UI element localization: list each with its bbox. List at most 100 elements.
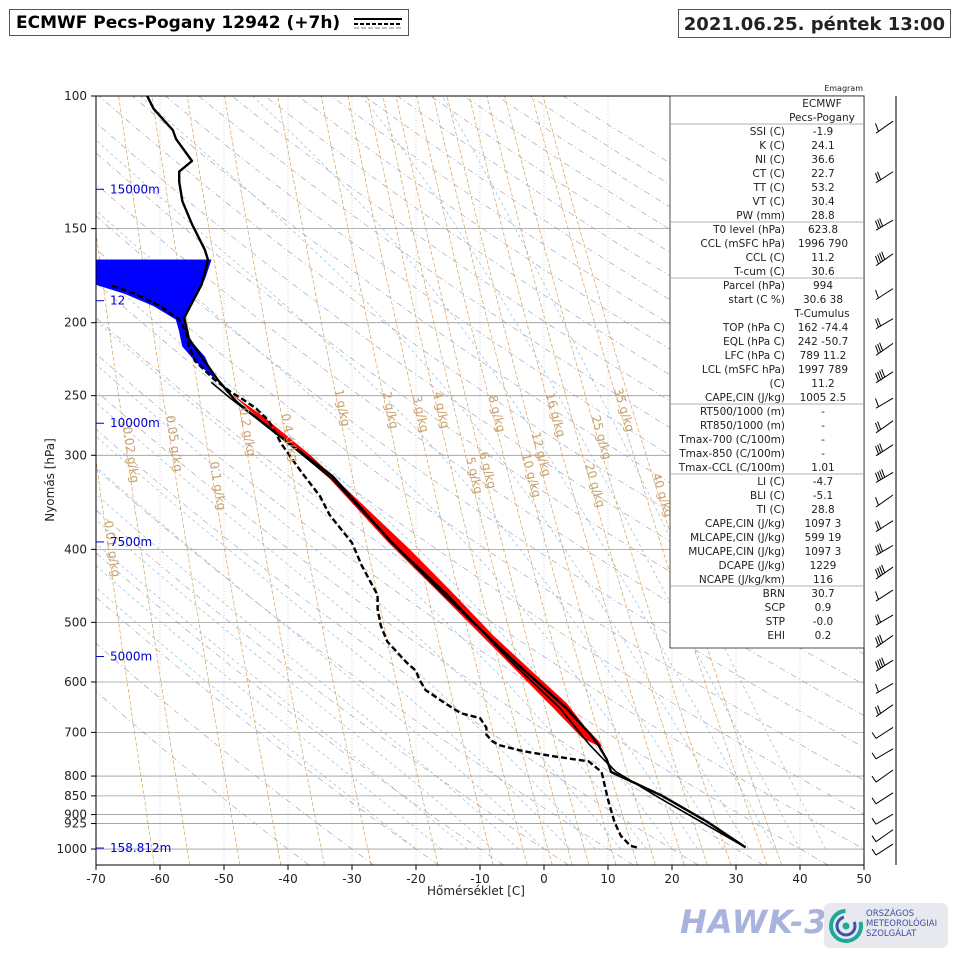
indices-table-label: T-cum (C) <box>733 266 785 278</box>
indices-table-label: TI (C) <box>756 504 785 516</box>
indices-table-value: 789 11.2 <box>800 350 847 362</box>
x-tick-label: 20 <box>664 872 679 886</box>
indices-table-label: TT (C) <box>752 182 785 194</box>
indices-table-label: SSI (C) <box>750 126 785 138</box>
mixing-ratio-line <box>320 96 494 865</box>
indices-table-label: BLI (C) <box>750 490 785 502</box>
mixing-ratio-label: 25 g/kg <box>589 414 615 461</box>
mixing-ratio-label: 0.02 g/kg <box>120 426 142 484</box>
indices-table-value: 22.7 <box>811 168 834 180</box>
x-tick-label: -60 <box>150 872 170 886</box>
indices-table-label: VT (C) <box>753 196 785 208</box>
wind-barb-icon <box>875 589 894 602</box>
mixing-ratio-line <box>395 96 590 865</box>
wind-barb-icon <box>875 682 894 694</box>
chart-title: ECMWF Pecs-Pogany 12942 (+7h) <box>16 13 341 33</box>
y-tick-label: 500 <box>64 615 87 629</box>
dry-adiabat-line <box>96 183 864 716</box>
indices-table-label: K (C) <box>759 140 785 152</box>
moist-adiabat-line <box>96 586 417 850</box>
indices-table-label: LI (C) <box>757 476 785 488</box>
moist-adiabat-line <box>96 269 673 850</box>
moist-adiabat-line <box>96 139 724 850</box>
y-tick-label: 300 <box>64 448 87 462</box>
wind-barb-icon <box>875 288 894 301</box>
wind-barb-icon <box>875 218 894 231</box>
indices-table-value: 1.01 <box>811 462 834 474</box>
chart-type-label: Emagram <box>824 84 863 93</box>
height-label: 10000m <box>110 416 160 430</box>
wind-barb-icon <box>871 813 894 825</box>
x-tick-label: 50 <box>856 872 871 886</box>
mixing-ratio-line <box>531 96 768 865</box>
omsz-line-3: SZOLGÁLAT <box>866 929 917 939</box>
indices-table-label: LFC (hPa C) <box>725 350 785 362</box>
indices-table-value: 116 <box>813 574 833 586</box>
indices-table-label: MUCAPE,CIN (J/kg) <box>688 546 785 558</box>
indices-table-label: Tmax-CCL (C/100m) <box>678 462 785 474</box>
omsz-logo: ORSZÁGOS METEOROLÓGIAI SZOLGÁLAT <box>824 903 948 948</box>
x-tick-label: -70 <box>86 872 106 886</box>
mixing-ratio-line <box>151 96 282 865</box>
indices-table-value: 1996 790 <box>798 238 848 250</box>
wind-barb-icon <box>875 543 894 556</box>
wind-barb-icon <box>871 769 894 783</box>
indices-table-label: NI (C) <box>755 154 785 166</box>
indices-table-value: - <box>821 406 825 418</box>
height-label: 12 <box>110 294 125 308</box>
indices-table-label: SCP <box>765 602 785 614</box>
indices-table-value: 24.1 <box>811 140 834 152</box>
wind-barb-icon <box>875 420 894 434</box>
indices-table-value: -4.7 <box>813 476 834 488</box>
hawk3-logo: HAWK-3 <box>680 903 828 941</box>
x-tick-label: 30 <box>728 872 743 886</box>
indices-table-label: RT500/1000 (m) <box>700 406 785 418</box>
wind-barb-icon <box>875 251 894 267</box>
temperature-profile-line <box>146 96 747 849</box>
dry-adiabat-line <box>96 642 374 865</box>
dry-adiabat-line <box>96 282 864 815</box>
wind-barb-icon <box>875 469 894 483</box>
indices-table-label: LCL (mSFC hPa) <box>702 364 785 376</box>
y-tick-label: 150 <box>64 222 87 236</box>
x-tick-label: 40 <box>792 872 807 886</box>
indices-table-label: CCL (mSFC hPa) <box>700 238 785 250</box>
indices-table-value: 1097 3 <box>805 546 842 558</box>
mixing-ratio-label: 2 g/kg <box>380 390 402 430</box>
mixing-ratio-label: 35 g/kg <box>611 386 637 433</box>
y-tick-label: 700 <box>64 725 87 739</box>
indices-table-label: TOP (hPa C) <box>722 322 785 334</box>
indices-table-label: RT850/1000 (m) <box>700 420 785 432</box>
moist-adiabat-line <box>96 402 596 850</box>
mixing-ratio-line <box>446 96 656 865</box>
indices-table-label: Tmax-850 (C/100m) <box>678 448 785 460</box>
indices-table-value: 30.7 <box>811 588 834 600</box>
wind-barb-icon <box>875 520 894 533</box>
y-tick-label: 925 <box>64 817 87 831</box>
indices-table-value: 30.6 38 <box>803 294 843 306</box>
indices-table-value: - <box>821 434 825 446</box>
dry-adiabat-line <box>96 215 864 748</box>
indices-table-label: start (C %) <box>728 294 785 306</box>
indices-table-value: 0.2 <box>815 630 832 642</box>
mixing-ratio-label: 0.1 g/kg <box>207 460 229 511</box>
mixing-ratio-line <box>96 231 191 865</box>
wind-barb-icon <box>875 494 894 508</box>
mixing-ratio-label: 8 g/kg <box>486 394 509 434</box>
x-axis-label: Hőmérséklet [C] <box>427 884 525 898</box>
dry-adiabat-line <box>96 317 864 850</box>
indices-table-value: 994 <box>813 280 833 292</box>
x-tick-label: -20 <box>406 872 426 886</box>
mixing-ratio-line <box>118 96 241 865</box>
x-tick-label: 0 <box>540 872 548 886</box>
mixing-ratio-line <box>542 96 783 865</box>
wind-barb-icon <box>875 704 894 718</box>
x-tick-label: -10 <box>470 872 490 886</box>
mixing-ratio-label: 20 g/kg <box>582 462 608 509</box>
indices-table-value: 599 19 <box>805 532 842 544</box>
dry-adiabat-line <box>96 596 439 865</box>
dry-adiabat-line <box>96 248 864 781</box>
indices-table-value: -1.9 <box>813 126 834 138</box>
y-tick-label: 600 <box>64 675 87 689</box>
indices-table-value: 1097 3 <box>805 518 842 530</box>
